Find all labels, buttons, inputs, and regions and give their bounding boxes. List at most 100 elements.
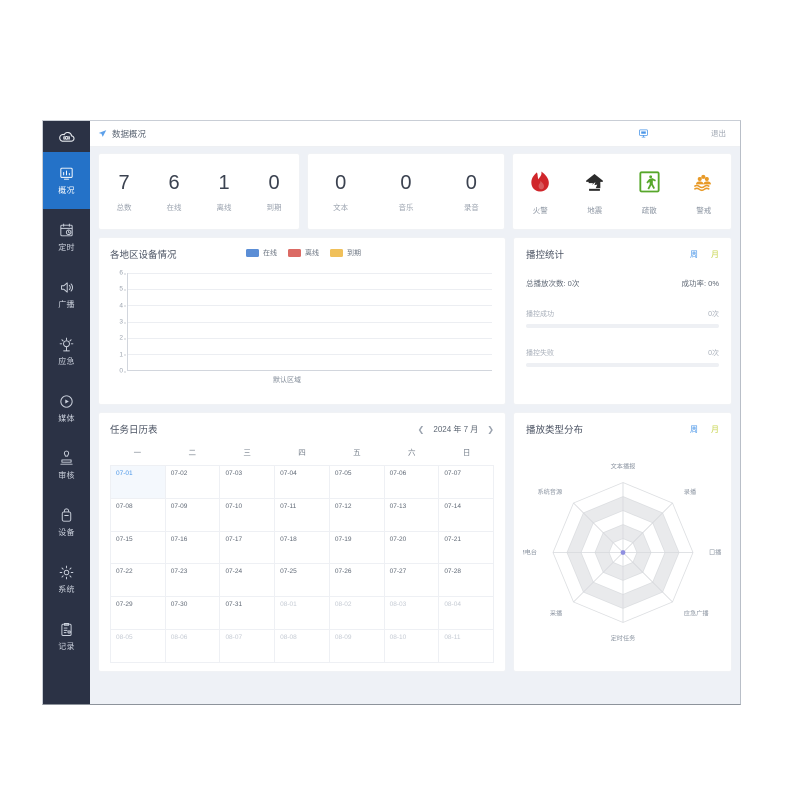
radar-axis-label: 口播 <box>709 548 722 556</box>
sidebar-item-5[interactable]: 媒体 <box>43 380 90 437</box>
radar-axis-line <box>572 502 623 553</box>
calendar-day-cell[interactable]: 07-06 <box>384 466 440 499</box>
calendar-day-cell[interactable]: 07-05 <box>329 466 385 499</box>
calendar-day-cell[interactable]: 07-12 <box>329 498 385 532</box>
sidebar-item-6[interactable]: 审核 <box>43 437 90 494</box>
calendar-day-cell[interactable]: 07-17 <box>220 531 276 565</box>
calendar-day-cell[interactable]: 08-01 <box>275 597 330 631</box>
calendar-day-cell[interactable]: 07-26 <box>329 564 385 598</box>
sidebar-item-4[interactable]: 应急 <box>43 323 90 380</box>
calendar-day-cell[interactable]: 07-27 <box>384 564 440 598</box>
alarm-shortcuts-card: 火警 地震 疏散 警戒 <box>513 154 731 229</box>
legend-swatch <box>330 249 343 257</box>
calendar-day-cell[interactable]: 07-07 <box>439 466 495 499</box>
radar-toggle-month[interactable]: 月 <box>711 424 719 434</box>
alarm-label: 警戒 <box>696 206 712 215</box>
calendar-day-cell[interactable]: 07-09 <box>165 498 221 532</box>
alarm-shortcut-火警[interactable]: 火警 <box>513 169 568 216</box>
calendar-day-cell[interactable]: 07-16 <box>165 531 221 565</box>
calendar-day-cell[interactable]: 07-31 <box>220 597 276 631</box>
sidebar-item-7[interactable]: 设备 <box>43 494 90 551</box>
sidebar-item-1[interactable]: 概况 <box>43 152 90 209</box>
device-stat-离线: 1 离线 <box>199 173 249 213</box>
sidebar-item-label: 定时 <box>58 243 75 252</box>
sidebar-item-9[interactable]: 记录 <box>43 608 90 665</box>
x-axis-label: 默认区域 <box>127 375 492 385</box>
radar-axis-label: 系统音源 <box>537 487 562 495</box>
sidebar-item-label: 审核 <box>58 471 75 480</box>
calendar-day-cell[interactable]: 08-09 <box>329 630 385 663</box>
stat-value: 0 <box>400 171 412 194</box>
calendar-day-cell[interactable]: 07-15 <box>111 531 166 565</box>
calendar-day-cell[interactable]: 08-02 <box>329 597 385 631</box>
calendar-day-cell[interactable]: 07-18 <box>275 531 330 565</box>
calendar-day-cell[interactable]: 08-03 <box>384 597 440 631</box>
radar-data-point <box>620 549 625 555</box>
legend-item-到期[interactable]: 到期 <box>330 248 361 258</box>
calendar-day-cell[interactable]: 07-10 <box>220 498 276 532</box>
grid-line <box>128 337 492 339</box>
alarm-shortcut-地震[interactable]: 地震 <box>568 169 623 216</box>
chart-title: 各地区设备情况 <box>110 250 177 261</box>
radar-toggle-week[interactable]: 周 <box>690 424 698 434</box>
calendar-day-cell[interactable]: 08-06 <box>165 630 221 663</box>
calendar-day-cell[interactable]: 07-22 <box>111 564 166 598</box>
grid-line <box>128 353 492 355</box>
calendar-day-cell[interactable]: 08-04 <box>439 597 495 631</box>
calendar-week-row: 07-29 07-30 07-31 08-01 08-02 08-03 08-04 <box>111 597 495 631</box>
calendar-day-cell[interactable]: 07-08 <box>111 498 166 532</box>
radar-period-toggle-group: 周 月 <box>690 424 719 435</box>
sidebar-item-2[interactable]: 定时 <box>43 209 90 266</box>
y-tick-label: 1 <box>119 351 126 359</box>
grid-line <box>128 289 492 291</box>
calendar-day-cell[interactable]: 08-10 <box>384 630 440 663</box>
device-stat-到期: 0 到期 <box>249 173 299 213</box>
legend-item-离线[interactable]: 离线 <box>288 248 319 258</box>
calendar-day-cell[interactable]: 07-28 <box>439 564 495 598</box>
calendar-day-cell[interactable]: 07-24 <box>220 564 276 598</box>
calendar-day-cell[interactable]: 07-21 <box>439 531 495 565</box>
calendar-day-cell[interactable]: 07-03 <box>220 466 276 499</box>
calendar-day-cell[interactable]: 07-13 <box>384 498 440 532</box>
device-icon <box>58 507 75 524</box>
calendar-day-cell[interactable]: 07-04 <box>275 466 330 499</box>
toggle-month[interactable]: 月 <box>711 249 719 259</box>
calendar-day-cell[interactable]: 07-14 <box>439 498 495 532</box>
chevron-left-icon[interactable]: ❮ <box>417 424 425 434</box>
stat-label: 离线 <box>216 202 232 212</box>
calendar-day-cell[interactable]: 08-05 <box>111 630 166 663</box>
sidebar-item-3[interactable]: 广播 <box>43 266 90 323</box>
alarm-label: 火警 <box>532 206 548 215</box>
calendar-day-cell[interactable]: 07-02 <box>165 466 221 499</box>
calendar-day-cell[interactable]: 07-25 <box>275 564 330 598</box>
weekday-header: 三 <box>243 448 251 457</box>
application-window: 概况定时广播 应急 媒体审核设备系统 记录 数据概况 退出 <box>42 120 741 705</box>
calendar-day-cell[interactable]: 07-19 <box>329 531 385 565</box>
calendar-day-cell[interactable]: 07-23 <box>165 564 221 598</box>
alarm-shortcut-警戒[interactable]: 警戒 <box>677 169 732 216</box>
calendar-day-cell[interactable]: 07-30 <box>165 597 221 631</box>
y-axis: 0 1 2 3 4 5 6 <box>110 270 126 375</box>
calendar-day-cell[interactable]: 08-11 <box>439 630 495 663</box>
chevron-right-icon[interactable]: ❯ <box>487 424 494 434</box>
dashboard-monitor-icon <box>58 165 75 182</box>
calendar-day-cell[interactable]: 07-29 <box>111 597 166 631</box>
calendar-day-cell[interactable]: 07-01 <box>111 466 166 499</box>
sidebar-item-label: 设备 <box>58 528 75 537</box>
breadcrumb-label: 数据概况 <box>112 128 147 139</box>
sidebar-item-8[interactable]: 系统 <box>43 551 90 608</box>
logout-button[interactable]: 退出 <box>711 129 726 138</box>
screen-monitor-icon[interactable] <box>638 128 649 139</box>
main-area: 数据概况 退出 7 总数 6 在线 1 离线 0 到期 0 文本 0 音乐 0 录音 火警 地震 疏散 警戒 <box>90 121 740 704</box>
calendar-day-cell[interactable]: 08-07 <box>220 630 276 663</box>
alarm-shortcut-疏散[interactable]: 疏散 <box>622 169 677 216</box>
calendar-day-cell[interactable]: 07-11 <box>275 498 330 532</box>
chart-legend: 在线 离线 到期 <box>246 248 361 258</box>
toggle-week[interactable]: 周 <box>690 249 698 259</box>
meter-label: 播控成功 <box>526 311 554 318</box>
calendar-day-cell[interactable]: 07-20 <box>384 531 440 565</box>
calendar-day-cell[interactable]: 08-08 <box>275 630 330 663</box>
earthquake-house-icon <box>582 169 607 199</box>
radar-header: 播放类型分布 周 月 <box>526 422 719 437</box>
legend-item-在线[interactable]: 在线 <box>246 248 277 258</box>
